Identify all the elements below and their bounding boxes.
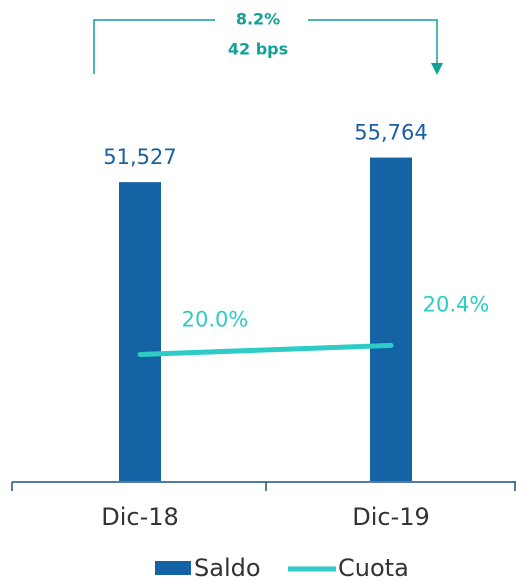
x-tick-label: Dic-18 [101, 503, 179, 531]
annotation-text: 42 bps [228, 40, 288, 59]
legend: Saldo Cuota [155, 554, 409, 582]
data-label: 20.0% [182, 307, 249, 331]
legend-label: Saldo [194, 554, 261, 582]
data-label: 51,527 [103, 145, 176, 169]
annotation: 8.2% 42 bps [93, 10, 443, 75]
x-tick-label: Dic-19 [352, 503, 430, 531]
data-label: 20.4% [423, 292, 490, 316]
bar [370, 157, 412, 482]
data-label: 55,764 [354, 121, 427, 145]
bar [119, 182, 161, 481]
legend-swatch [155, 561, 191, 575]
bracket-right [308, 19, 438, 64]
annotation-text: 8.2% [236, 10, 280, 29]
bracket-left [93, 19, 215, 74]
line [137, 342, 394, 357]
arrow-head [431, 63, 443, 75]
legend-label: Cuota [338, 554, 409, 582]
